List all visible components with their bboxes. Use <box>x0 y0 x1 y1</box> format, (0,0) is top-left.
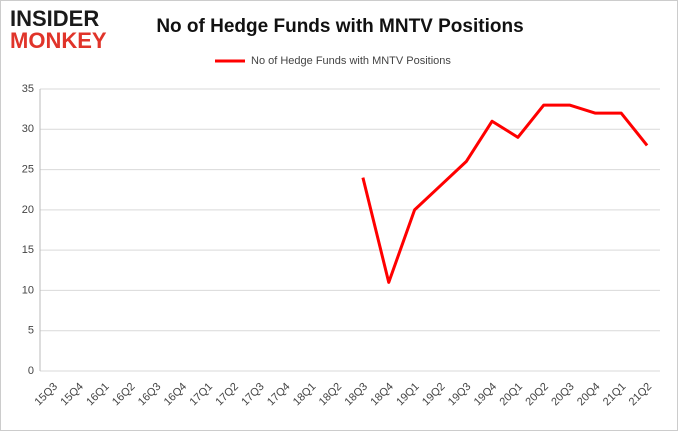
y-tick-label: 0 <box>28 365 34 377</box>
y-tick-label: 20 <box>22 204 34 216</box>
logo-top: INSIDER <box>10 6 99 31</box>
y-tick-label: 5 <box>28 325 34 337</box>
series-line <box>361 103 649 284</box>
legend-label: No of Hedge Funds with MNTV Positions <box>251 55 451 67</box>
y-tick-label: 25 <box>22 163 34 175</box>
y-tick-label: 30 <box>22 123 34 135</box>
y-tick-label: 35 <box>22 83 34 95</box>
y-tick-label: 15 <box>22 244 34 256</box>
chart-title: No of Hedge Funds with MNTV Positions <box>156 16 523 37</box>
logo-bottom: MONKEY <box>10 28 107 53</box>
y-tick-label: 10 <box>22 284 34 296</box>
